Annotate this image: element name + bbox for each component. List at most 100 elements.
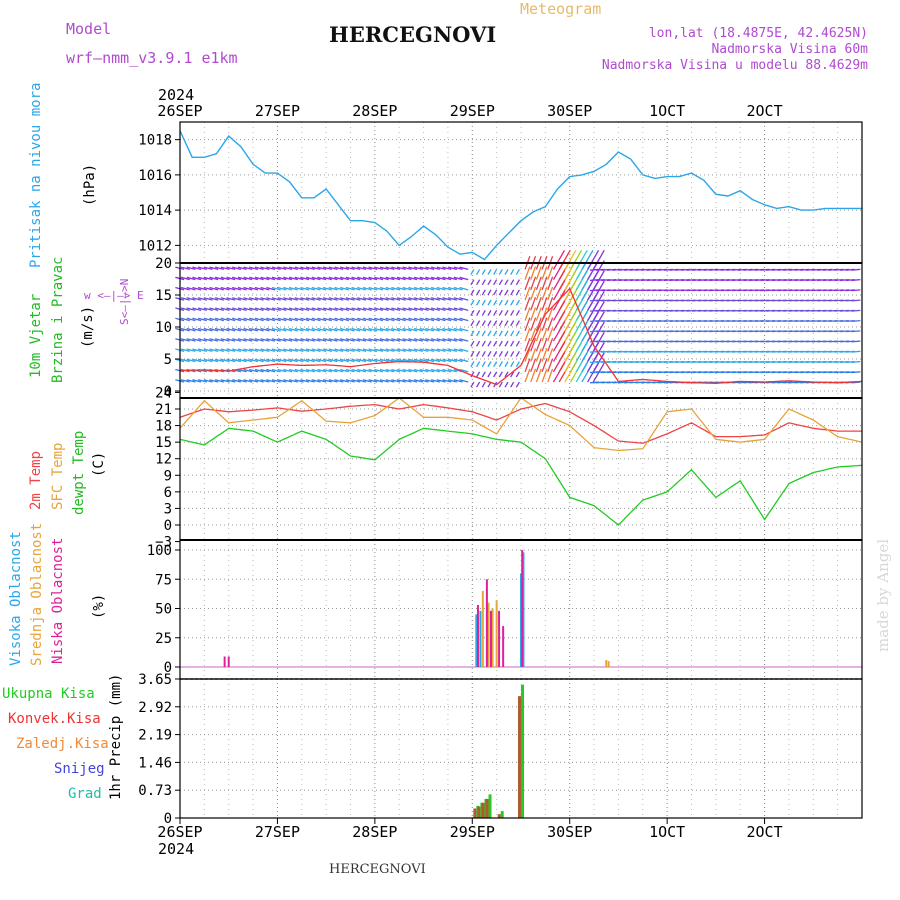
wind-barb (322, 276, 332, 281)
wind-barb (442, 266, 452, 271)
wind-barb (453, 338, 463, 342)
wind-barb (419, 276, 429, 281)
wind-barb (209, 266, 219, 271)
wind-barb (374, 286, 384, 291)
wind-barb (317, 297, 327, 301)
y-tick-label: 6 (164, 485, 172, 501)
wind-barb (368, 317, 378, 322)
wind-barb (487, 299, 492, 306)
wind-barbs-layer (175, 250, 861, 388)
wind-barb (524, 368, 531, 383)
wind-barb (271, 327, 281, 332)
wind-barb (328, 368, 338, 373)
model-name: wrf—nmm_v3.9.1 e1km (66, 49, 238, 67)
y-tick-label: 1018 (138, 133, 172, 149)
wind-barb (209, 286, 219, 291)
precip-legend-convective: Konvek.Kisa (8, 711, 101, 727)
wind-barb (436, 317, 446, 322)
wind-barb (396, 327, 406, 332)
wind-speed-line (179, 287, 863, 386)
wind-barb (311, 307, 321, 311)
wind-barb (504, 320, 509, 327)
precip-bar (488, 794, 492, 818)
wind-barb (345, 307, 355, 311)
y-tick-label: 75 (155, 572, 172, 588)
wind-barb (569, 250, 583, 270)
wind-barb (425, 379, 435, 383)
wind-barb (374, 276, 384, 281)
temp-line-2 (179, 427, 863, 526)
wind-barb (283, 317, 293, 322)
wind-barb (209, 348, 219, 352)
wind-barb (487, 371, 492, 378)
wind-barb (402, 379, 412, 383)
wind-barb (209, 297, 219, 301)
wind-barb (232, 327, 242, 332)
wind-barb (294, 297, 304, 301)
wind-barb (459, 338, 469, 342)
wind-barb (498, 371, 503, 378)
wind-barb (305, 266, 315, 271)
wind-barb (402, 338, 412, 342)
wind-barb (277, 348, 287, 352)
wind-barb (453, 266, 463, 271)
y-tick-label: 2.92 (138, 700, 172, 716)
wind-barb (402, 276, 412, 281)
wind-barb (510, 350, 515, 357)
wind-barb (368, 379, 378, 383)
y-tick-label: 18 (155, 419, 172, 435)
wind-barb (436, 368, 446, 373)
wind-barb (266, 379, 276, 383)
cloud-bar (502, 626, 505, 667)
y-tick-label: 3.65 (138, 672, 172, 688)
wind-barb (214, 317, 225, 322)
wind-barb (305, 276, 315, 281)
wind-barb (300, 307, 310, 311)
wind-barb (396, 338, 406, 342)
wind-barb (476, 320, 481, 327)
wind-barb (277, 379, 287, 383)
wind-barb (322, 379, 332, 383)
wind-barb (470, 381, 475, 388)
wind-barb (351, 358, 361, 363)
wind-barb (197, 307, 207, 311)
cloud-bar (223, 656, 226, 667)
wind-barb (413, 338, 423, 342)
wind-barb (254, 297, 264, 301)
wind-barb (203, 327, 213, 332)
wind-barb (498, 320, 503, 327)
wind-barb (243, 379, 253, 383)
wind-barb (379, 286, 389, 291)
wind-barb (357, 297, 367, 301)
wind-barb (535, 296, 542, 311)
wind-barb (530, 276, 537, 291)
x-tick-label-top: 30SEP (547, 102, 592, 120)
wind-barb (459, 368, 469, 373)
wind-barb (419, 338, 429, 342)
wind-barb (345, 327, 355, 332)
wind-barb (385, 327, 395, 332)
wind-barb (425, 327, 435, 332)
wind-barb (300, 368, 310, 373)
y-tick-label: 1016 (138, 168, 172, 184)
wind-barb (430, 266, 440, 271)
wind-barb (300, 327, 310, 332)
wind-barb (459, 317, 469, 322)
wind-barb (305, 348, 315, 352)
wind-barb (220, 379, 230, 383)
wind-barb (186, 379, 196, 383)
wind-barb (226, 266, 236, 271)
wind-barb (575, 250, 588, 270)
cloud-bar (476, 604, 479, 667)
wind-barb (254, 266, 264, 271)
y-tick-label: 25 (155, 631, 172, 647)
wind-barb (317, 286, 327, 291)
wind-barb (515, 340, 520, 347)
wind-barb (396, 266, 406, 271)
wind-barb (192, 317, 202, 322)
wind-barb (498, 299, 503, 306)
wind-barb (288, 379, 298, 383)
wind-barb (351, 379, 361, 383)
wind-barb (425, 286, 435, 291)
wind-barb (237, 307, 247, 311)
